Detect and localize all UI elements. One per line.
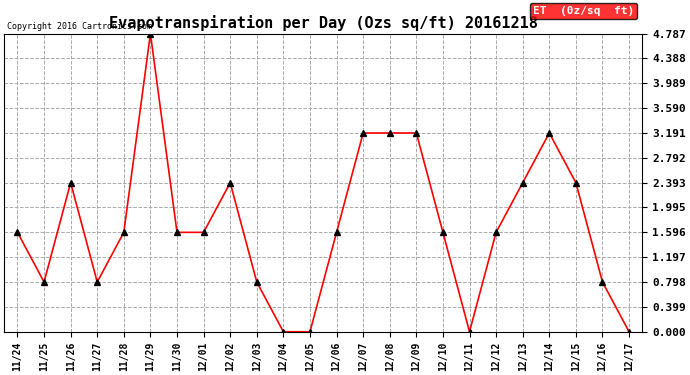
- Text: Copyright 2016 Cartronics.com: Copyright 2016 Cartronics.com: [8, 22, 152, 31]
- Title: Evapotranspiration per Day (Ozs sq/ft) 20161218: Evapotranspiration per Day (Ozs sq/ft) 2…: [109, 15, 538, 31]
- Legend: ET  (0z/sq  ft): ET (0z/sq ft): [530, 3, 637, 19]
